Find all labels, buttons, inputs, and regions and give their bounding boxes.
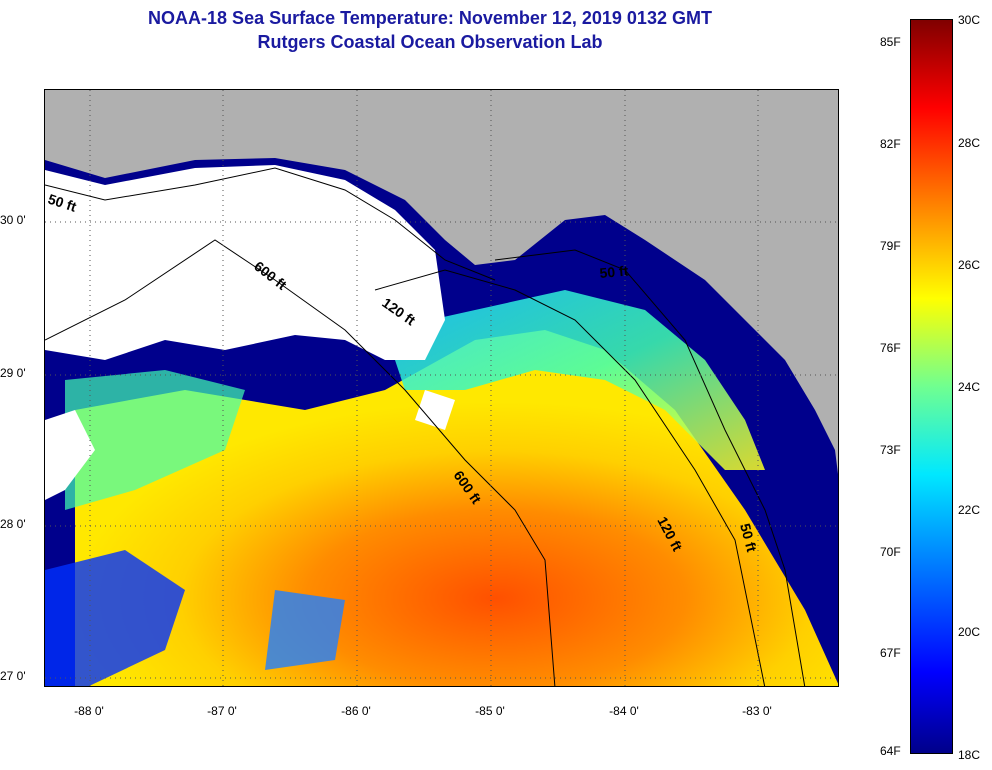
- lon-label: -88 0': [74, 704, 104, 718]
- contour-label: 50 ft: [737, 522, 760, 554]
- lat-label: 30 0': [0, 213, 26, 227]
- cloud-cover: [45, 165, 445, 360]
- fahrenheit-label: 64F: [880, 744, 901, 758]
- fahrenheit-label: 76F: [880, 341, 901, 355]
- lon-label: -84 0': [609, 704, 639, 718]
- celsius-label: 30C: [958, 13, 981, 27]
- lon-label: -85 0': [475, 704, 505, 718]
- lat-label: 27 0': [0, 669, 26, 683]
- fahrenheit-label: 82F: [880, 137, 901, 151]
- fahrenheit-label: 73F: [880, 443, 901, 457]
- lat-label: 29 0': [0, 366, 26, 380]
- contour-label: 50 ft: [599, 263, 629, 281]
- lon-label: -87 0': [207, 704, 237, 718]
- celsius-label: 20C: [958, 625, 981, 639]
- fahrenheit-label: 85F: [880, 35, 901, 49]
- fahrenheit-label: 67F: [880, 646, 901, 660]
- lon-label: -86 0': [341, 704, 371, 718]
- mid-temperature-band: [385, 290, 765, 470]
- celsius-label: 24C: [958, 380, 981, 394]
- warm-water: [75, 330, 838, 686]
- lat-label: 28 0': [0, 517, 26, 531]
- celsius-label: 18C: [958, 748, 981, 762]
- map-title: NOAA-18 Sea Surface Temperature: Novembe…: [148, 8, 712, 28]
- celsius-label: 26C: [958, 258, 981, 272]
- map-subtitle: Rutgers Coastal Ocean Observation Lab: [257, 32, 603, 52]
- celsius-label: 28C: [958, 136, 981, 150]
- celsius-label: 22C: [958, 503, 981, 517]
- fahrenheit-label: 70F: [880, 545, 901, 559]
- lon-label: -83 0': [742, 704, 772, 718]
- temperature-colorbar: [910, 19, 953, 754]
- fahrenheit-label: 79F: [880, 239, 901, 253]
- bathymetry-contours: [45, 167, 806, 686]
- sst-map: 50 ft 600 ft 120 ft 50 ft 600 ft 120 ft …: [44, 89, 839, 687]
